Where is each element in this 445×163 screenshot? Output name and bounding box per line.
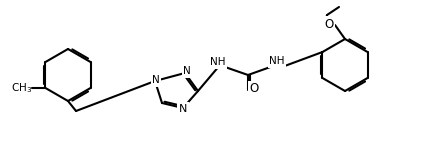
Text: NH: NH — [210, 57, 226, 67]
Text: O: O — [249, 82, 259, 96]
Text: CH$_3$: CH$_3$ — [11, 81, 32, 95]
Text: NH: NH — [269, 56, 285, 66]
Text: N: N — [152, 75, 160, 85]
Text: O: O — [324, 17, 334, 30]
Text: N: N — [179, 104, 187, 114]
Text: N: N — [183, 66, 191, 76]
